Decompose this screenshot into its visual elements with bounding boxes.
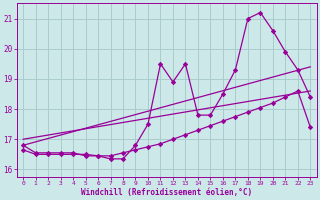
X-axis label: Windchill (Refroidissement éolien,°C): Windchill (Refroidissement éolien,°C)	[81, 188, 252, 197]
